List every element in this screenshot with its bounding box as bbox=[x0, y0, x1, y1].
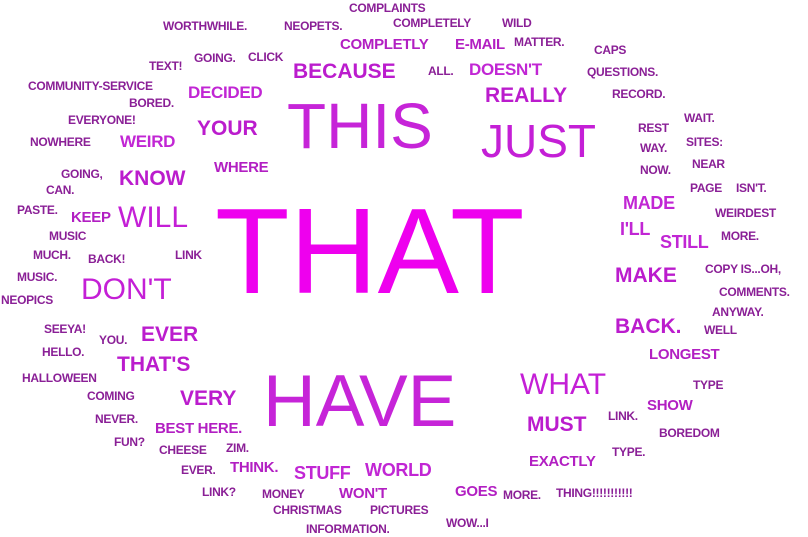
word-type-a: TYPE bbox=[693, 378, 724, 392]
word-questions: QUESTIONS. bbox=[587, 65, 659, 79]
word-that: THAT bbox=[215, 183, 525, 319]
word-record: RECORD. bbox=[612, 87, 666, 101]
word-wont: WON'T bbox=[339, 485, 387, 502]
word-christmas: CHRISTMAS bbox=[273, 503, 342, 517]
word-still: STILL bbox=[660, 232, 709, 252]
word-text: TEXT! bbox=[149, 59, 183, 73]
word-bored: BORED. bbox=[129, 96, 174, 110]
word-ill: I'LL bbox=[620, 219, 651, 239]
word-goes: GOES bbox=[455, 483, 498, 500]
word-well: WELL bbox=[704, 323, 737, 337]
word-nowhere: NOWHERE bbox=[30, 135, 91, 149]
word-never: NEVER. bbox=[95, 412, 138, 426]
word-caps: CAPS bbox=[594, 43, 627, 57]
word-wait: WAIT. bbox=[684, 111, 715, 125]
word-exactly: EXACTLY bbox=[529, 453, 596, 470]
word-information: INFORMATION. bbox=[306, 522, 390, 536]
word-email: E-MAIL bbox=[455, 36, 505, 53]
word-your: YOUR bbox=[197, 117, 258, 140]
word-rest: REST bbox=[638, 121, 669, 135]
word-completly: COMPLETLY bbox=[340, 36, 429, 53]
word-wild: WILD bbox=[502, 16, 532, 30]
word-way: WAY. bbox=[640, 141, 668, 155]
word-decided: DECIDED bbox=[188, 83, 263, 102]
word-really: REALLY bbox=[485, 84, 568, 107]
word-ever-b: EVER. bbox=[181, 463, 216, 477]
word-where: WHERE bbox=[214, 159, 269, 176]
word-longest: LONGEST bbox=[649, 346, 720, 363]
word-can: CAN. bbox=[46, 183, 75, 197]
word-worthwhile: WORTHWHILE. bbox=[163, 19, 248, 33]
word-this: THIS bbox=[287, 90, 433, 162]
word-link-q: LINK? bbox=[202, 485, 236, 499]
word-thing: THING!!!!!!!!!!! bbox=[556, 486, 633, 500]
word-more-a: MORE. bbox=[721, 229, 759, 243]
word-think: THINK. bbox=[230, 459, 279, 476]
word-all: ALL. bbox=[428, 64, 454, 78]
word-anyway: ANYWAY. bbox=[712, 305, 764, 319]
word-complaints: COMPLAINTS bbox=[349, 1, 426, 15]
word-click: CLICK bbox=[248, 50, 284, 64]
word-wow: WOW...I bbox=[446, 516, 489, 530]
word-neopets: NEOPETS. bbox=[284, 19, 343, 33]
word-pictures: PICTURES bbox=[370, 503, 429, 517]
word-matter: MATTER. bbox=[514, 35, 565, 49]
word-must: MUST bbox=[527, 413, 587, 436]
word-hello: HELLO. bbox=[42, 345, 85, 359]
word-have: HAVE bbox=[263, 361, 457, 442]
word-type-b: TYPE. bbox=[612, 445, 646, 459]
word-will: WILL bbox=[118, 201, 189, 234]
word-isnt: ISN'T. bbox=[736, 181, 767, 195]
word-very: VERY bbox=[180, 387, 237, 410]
word-show: SHOW bbox=[647, 397, 693, 414]
word-know: KNOW bbox=[119, 167, 186, 190]
word-comments: COMMENTS. bbox=[719, 285, 790, 299]
word-keep: KEEP bbox=[71, 209, 111, 226]
word-paste: PASTE. bbox=[17, 203, 58, 217]
word-thats: THAT'S bbox=[117, 353, 191, 376]
word-going-comma: GOING, bbox=[61, 167, 103, 181]
word-what: WHAT bbox=[520, 368, 607, 401]
word-best-here: BEST HERE. bbox=[155, 420, 243, 437]
word-much: MUCH. bbox=[33, 248, 71, 262]
word-neopics: NEOPICS bbox=[1, 293, 53, 307]
word-money: MONEY bbox=[262, 487, 305, 501]
word-page: PAGE bbox=[690, 181, 722, 195]
word-everyone: EVERYONE! bbox=[68, 113, 136, 127]
word-copy-is: COPY IS...OH, bbox=[705, 262, 781, 276]
word-back-ex: BACK! bbox=[88, 252, 126, 266]
word-weirdest: WEIRDEST bbox=[715, 206, 776, 220]
word-going-dot: GOING. bbox=[194, 51, 236, 65]
word-made: MADE bbox=[623, 193, 675, 213]
word-more-b: MORE. bbox=[503, 488, 541, 502]
word-world: WORLD bbox=[365, 460, 432, 480]
word-near: NEAR bbox=[692, 157, 725, 171]
word-weird: WEIRD bbox=[120, 132, 176, 151]
word-now: NOW. bbox=[640, 163, 671, 177]
word-back-dot: BACK. bbox=[615, 315, 682, 338]
word-completely: COMPLETELY bbox=[393, 16, 471, 30]
word-coming: COMING bbox=[87, 389, 135, 403]
word-zim: ZIM. bbox=[226, 441, 249, 455]
word-fun: FUN? bbox=[114, 435, 145, 449]
word-link-dot: LINK. bbox=[608, 409, 638, 423]
word-make: MAKE bbox=[615, 264, 677, 287]
word-link: LINK bbox=[175, 248, 202, 262]
word-community-service: COMMUNITY-SERVICE bbox=[28, 79, 153, 93]
word-halloween: HALLOWEEN bbox=[22, 371, 97, 385]
word-ever-a: EVER bbox=[141, 323, 199, 346]
word-doesnt: DOESN'T bbox=[469, 60, 542, 79]
word-because: BECAUSE bbox=[293, 60, 396, 83]
word-music-a: MUSIC bbox=[49, 229, 87, 243]
word-you: YOU. bbox=[99, 333, 128, 347]
word-boredom: BOREDOM bbox=[659, 426, 720, 440]
word-seeya: SEEYA! bbox=[44, 322, 86, 336]
word-just: JUST bbox=[481, 115, 596, 167]
word-sites: SITES: bbox=[686, 135, 723, 149]
word-cheese: CHEESE bbox=[159, 443, 207, 457]
word-stuff: STUFF bbox=[294, 463, 351, 483]
word-music-b: MUSIC. bbox=[17, 270, 58, 284]
word-dont: DON'T bbox=[81, 273, 172, 306]
